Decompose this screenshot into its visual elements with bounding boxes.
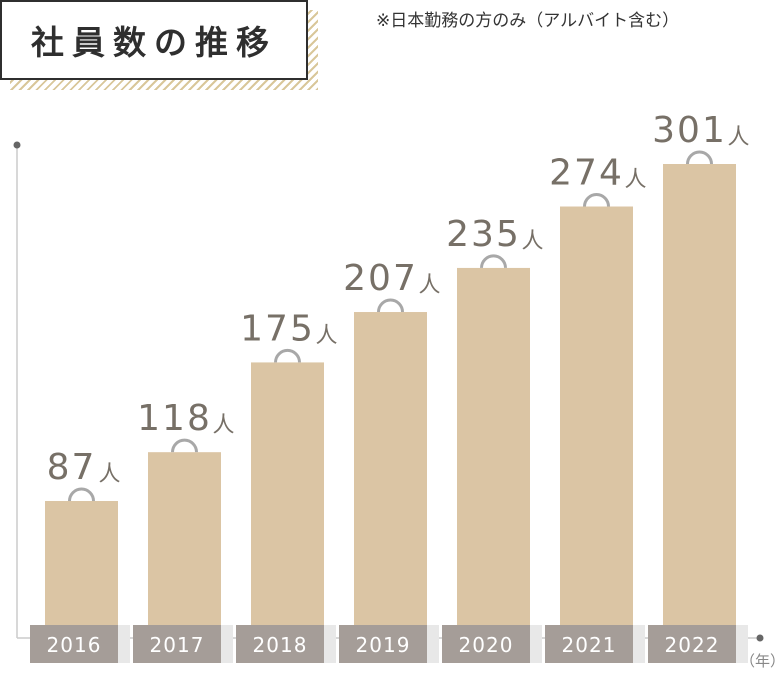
year-tag-shadow <box>221 625 233 663</box>
bar-value-label: 301 <box>652 110 727 151</box>
bar-handle <box>171 438 198 453</box>
year-tag-label: 2019 <box>356 633 411 657</box>
bar-value-unit: 人 <box>98 462 120 487</box>
bar-handle <box>583 193 610 207</box>
year-tag-label: 2018 <box>253 633 308 657</box>
year-tag <box>442 625 530 663</box>
bar <box>148 452 221 638</box>
bar-value-unit: 人 <box>418 273 440 298</box>
bar-value-label: 175 <box>240 308 315 349</box>
year-tag-shadow <box>324 625 336 663</box>
year-tag <box>648 625 736 663</box>
bar-handle <box>377 298 404 313</box>
year-tag <box>30 625 118 663</box>
bar-value-unit: 人 <box>212 413 234 438</box>
bar <box>663 164 736 638</box>
year-tag-shadow <box>118 625 130 663</box>
year-tag <box>133 625 221 663</box>
year-tag-shadow <box>633 625 645 663</box>
bar-value-label: 118 <box>137 398 212 439</box>
bar <box>45 500 118 638</box>
year-tag-label: 2020 <box>459 633 514 657</box>
bar-value-label: 87 <box>47 447 97 488</box>
bar-handle <box>68 487 95 502</box>
year-tag-shadow <box>427 625 439 663</box>
year-tag-label: 2016 <box>47 633 102 657</box>
page-title: 社員数の推移 <box>31 23 277 62</box>
bar <box>354 312 427 638</box>
bar <box>251 362 324 638</box>
year-tag-label: 2021 <box>562 633 617 657</box>
bar-handle <box>480 254 507 269</box>
y-axis-end-dot <box>13 141 21 149</box>
bar-value-label: 274 <box>549 153 624 194</box>
bar-value-unit: 人 <box>315 323 337 348</box>
bar-value-unit: 人 <box>521 229 543 254</box>
title-box: 社員数の推移 <box>0 0 308 80</box>
bar-handle <box>274 348 301 363</box>
bar-value-label: 207 <box>343 258 418 299</box>
year-tag-label: 2022 <box>665 633 720 657</box>
year-tag <box>545 625 633 663</box>
bar-value-unit: 人 <box>727 125 749 150</box>
bar-value-label: 235 <box>446 214 521 255</box>
year-tag <box>339 625 427 663</box>
x-axis-unit-label: （年） <box>740 652 783 670</box>
bar-value-unit: 人 <box>624 168 646 193</box>
year-tag-shadow <box>530 625 542 663</box>
x-axis-end-dot <box>756 634 764 642</box>
year-tag-label: 2017 <box>150 633 205 657</box>
bar-handle <box>686 150 713 165</box>
bar <box>560 206 633 638</box>
bar <box>457 267 530 638</box>
year-tag-shadow <box>736 625 748 663</box>
year-tag <box>236 625 324 663</box>
chart-note: ※日本勤務の方のみ（アルバイト含む） <box>376 11 680 31</box>
